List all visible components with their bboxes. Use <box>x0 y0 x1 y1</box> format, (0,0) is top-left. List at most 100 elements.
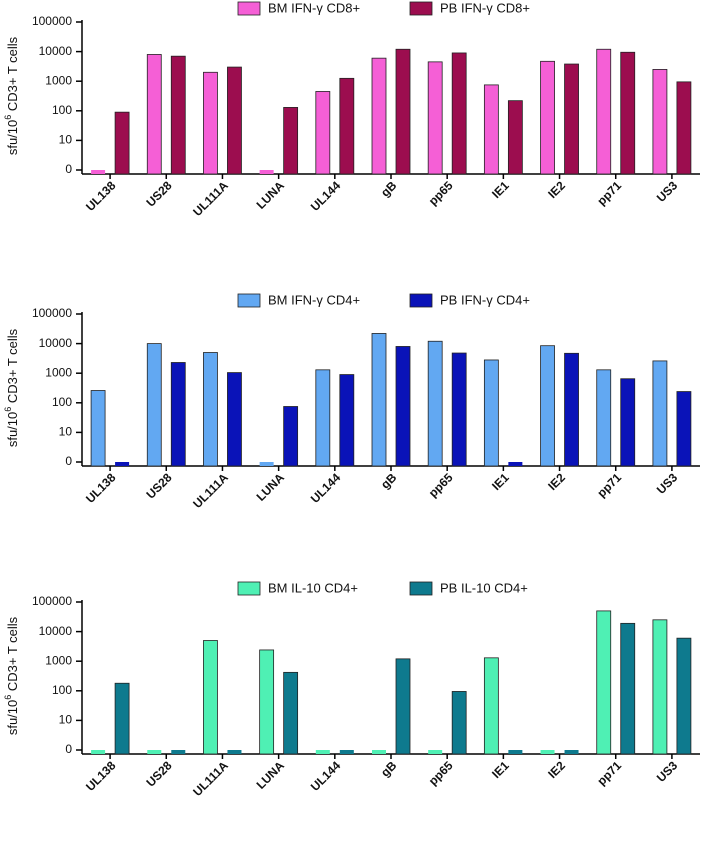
bar <box>652 619 668 755</box>
x-tick-label: gB <box>378 758 399 779</box>
bar <box>227 372 242 467</box>
bar <box>676 391 692 467</box>
x-tick-label: IE2 <box>545 178 568 201</box>
y-axis-label-part: 6 <box>3 695 13 700</box>
bar <box>115 462 130 466</box>
x-tick-label: pp71 <box>594 758 624 788</box>
y-tick-label: 10 <box>59 133 73 147</box>
x-tick-label: LUNA <box>254 758 288 792</box>
bar <box>146 54 162 175</box>
y-tick-label: 1000 <box>45 73 72 87</box>
y-tick-label: 0 <box>65 454 72 468</box>
x-tick-label: IE1 <box>489 758 512 781</box>
x-tick-label: gB <box>378 470 399 491</box>
y-tick-label: 1000 <box>45 653 72 667</box>
bar <box>91 170 106 174</box>
bar <box>596 48 612 175</box>
bar <box>652 360 668 467</box>
legend-label: PB IL-10 CD4+ <box>440 580 528 595</box>
bar <box>508 750 523 754</box>
x-tick-label: US3 <box>654 758 681 785</box>
y-tick-label: 100 <box>52 395 72 409</box>
x-tick-label: US3 <box>654 470 681 497</box>
legend-label: BM IL-10 CD4+ <box>268 580 358 595</box>
bar <box>620 51 636 175</box>
y-axis-label-part: 6 <box>3 407 13 412</box>
bar <box>259 462 274 466</box>
bar <box>540 60 555 175</box>
y-axis-label: sfu/106 CD3+ T cells <box>3 36 20 155</box>
y-axis-label: sfu/106 CD3+ T cells <box>3 328 20 447</box>
bar <box>620 378 636 467</box>
bar <box>315 750 330 754</box>
bar <box>451 52 467 175</box>
bar <box>451 352 467 467</box>
bar <box>676 81 692 175</box>
bar <box>483 359 499 467</box>
y-tick-label: 10000 <box>39 624 73 638</box>
bar <box>451 691 467 755</box>
y-tick-label: 0 <box>65 162 72 176</box>
bar <box>227 750 242 754</box>
x-tick-label: IE1 <box>489 470 512 493</box>
bar <box>259 170 274 174</box>
x-tick-label: US28 <box>144 470 175 501</box>
bar <box>564 750 579 754</box>
bar <box>315 91 331 175</box>
y-tick-label: 100 <box>52 103 72 117</box>
bar <box>171 750 186 754</box>
x-tick-label: LUNA <box>254 470 288 504</box>
legend-swatch <box>409 293 433 308</box>
legend-swatch <box>237 581 261 596</box>
y-tick-label: 100000 <box>32 14 72 28</box>
bar <box>283 107 299 175</box>
bar <box>540 345 555 467</box>
bar <box>427 340 443 467</box>
bar <box>508 462 523 466</box>
x-tick-label: UL111A <box>190 178 231 219</box>
bar <box>114 682 130 755</box>
bar <box>203 352 218 467</box>
chart: 0 10 100 1000 10000 100000 sfu/106 CD3+ T cell… <box>3 580 700 799</box>
bar <box>596 610 612 755</box>
y-axis-label-part: CD3+ T cells <box>5 36 20 114</box>
x-tick-label: UL144 <box>308 178 344 214</box>
legend-swatch <box>409 581 433 596</box>
bar <box>170 55 186 175</box>
x-tick-label: UL111A <box>190 758 231 799</box>
bar <box>90 390 106 467</box>
y-tick-label: 10000 <box>39 44 73 58</box>
y-axis-label-part: sfu/10 <box>5 120 20 155</box>
y-axis-label-part: sfu/10 <box>5 700 20 735</box>
y-tick-label: 0 <box>65 742 72 756</box>
bar <box>427 61 443 175</box>
x-tick-label: UL144 <box>308 470 344 506</box>
y-axis-label-part: sfu/10 <box>5 412 20 447</box>
bar <box>507 100 523 175</box>
y-axis-label-part: CD3+ T cells <box>5 616 20 694</box>
x-tick-label: pp71 <box>594 178 624 208</box>
bar <box>564 352 579 467</box>
bar <box>371 57 387 175</box>
legend-swatch <box>409 1 433 16</box>
bar <box>283 671 299 755</box>
x-tick-label: UL138 <box>83 758 119 794</box>
x-tick-label: pp65 <box>426 470 456 500</box>
bar <box>339 77 355 175</box>
y-tick-label: 100000 <box>32 594 72 608</box>
x-tick-label: US3 <box>654 178 681 205</box>
bar <box>114 111 130 175</box>
x-tick-label: US28 <box>144 178 175 209</box>
bar <box>315 369 331 467</box>
legend-label: BM IFN-γ CD4+ <box>268 292 360 307</box>
y-tick-label: 100 <box>52 683 72 697</box>
bar <box>146 343 162 467</box>
bar <box>620 622 636 755</box>
bar <box>395 658 411 755</box>
x-tick-label: US28 <box>144 758 175 789</box>
x-tick-label: pp65 <box>426 758 456 788</box>
y-axis-label: sfu/106 CD3+ T cells <box>3 616 20 735</box>
bar <box>371 333 387 467</box>
x-tick-label: UL144 <box>308 758 344 794</box>
